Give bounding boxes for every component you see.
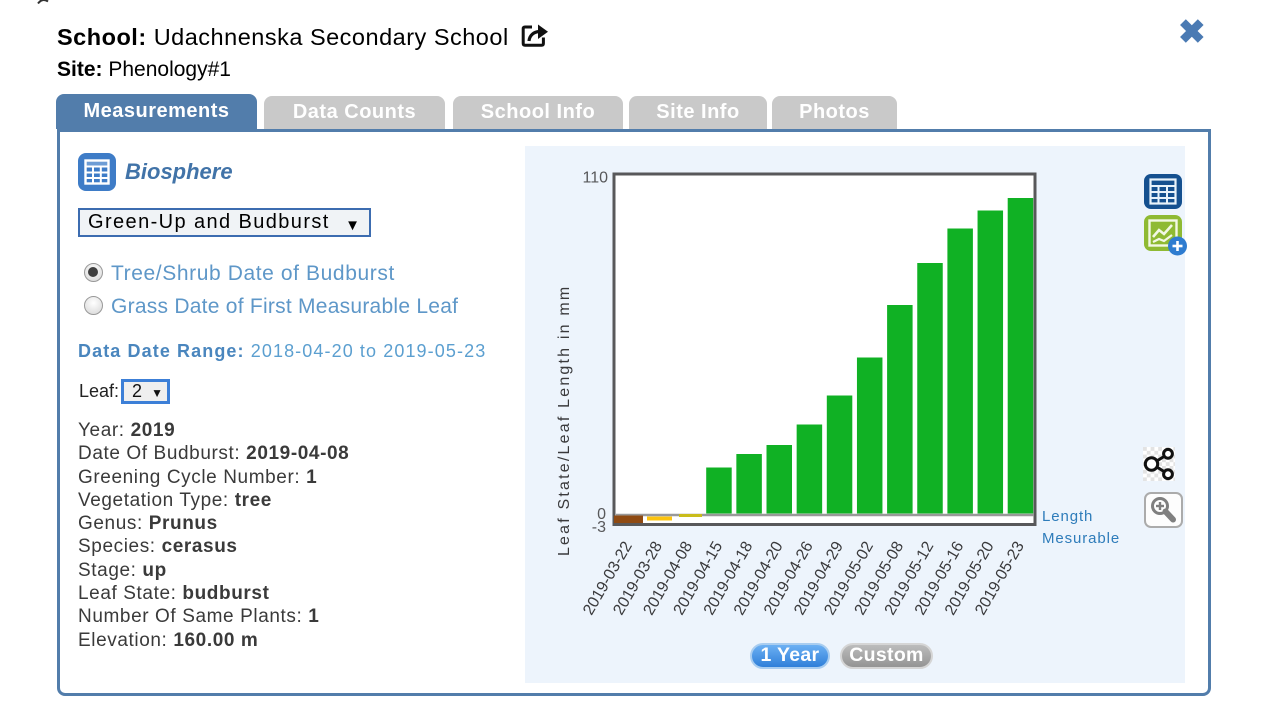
svg-text:Leaf State/Leaf Length in mm: Leaf State/Leaf Length in mm — [556, 285, 573, 557]
svg-text:Mesurable: Mesurable — [1042, 530, 1120, 547]
svg-text:Length: Length — [1042, 508, 1093, 525]
svg-text:-3: -3 — [592, 519, 606, 536]
svg-text:0: 0 — [597, 506, 606, 523]
svg-text:110: 110 — [582, 169, 608, 186]
